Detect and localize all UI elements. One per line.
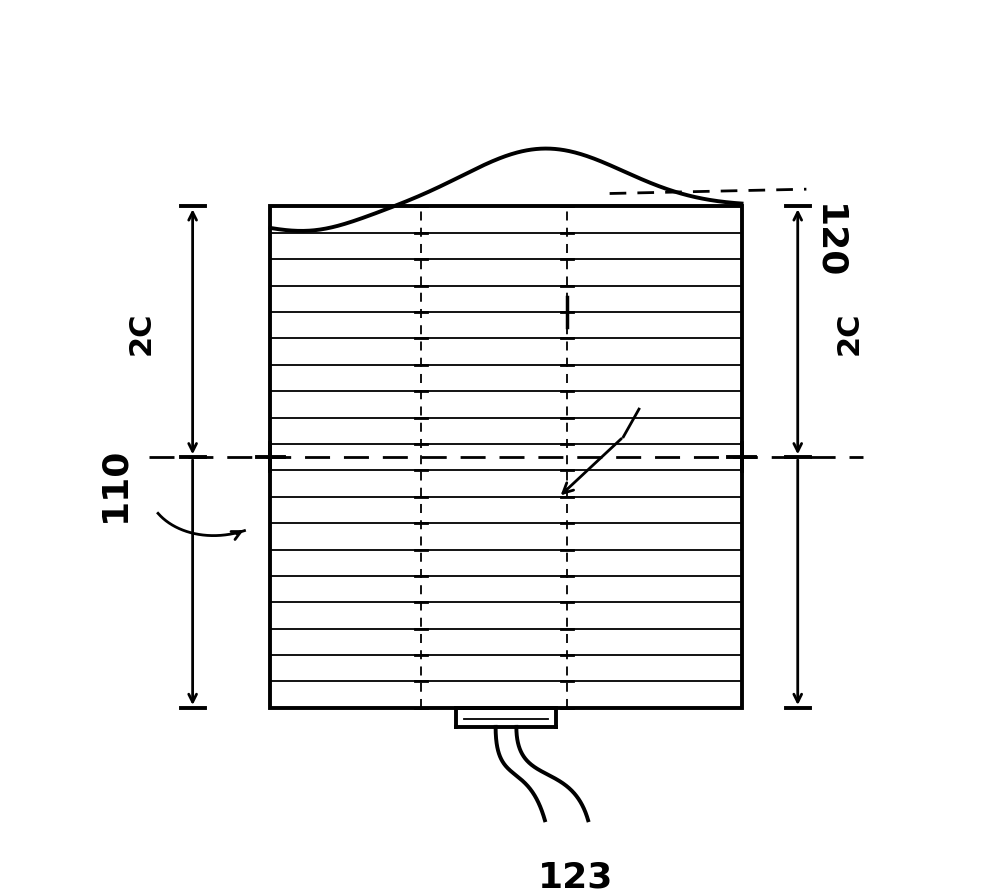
Text: 123: 123: [537, 859, 612, 893]
Bar: [271, 207, 741, 708]
Text: 120: 120: [811, 204, 845, 280]
Text: 2C: 2C: [835, 311, 864, 354]
Text: 110: 110: [98, 446, 132, 521]
Text: 2C: 2C: [126, 311, 155, 354]
